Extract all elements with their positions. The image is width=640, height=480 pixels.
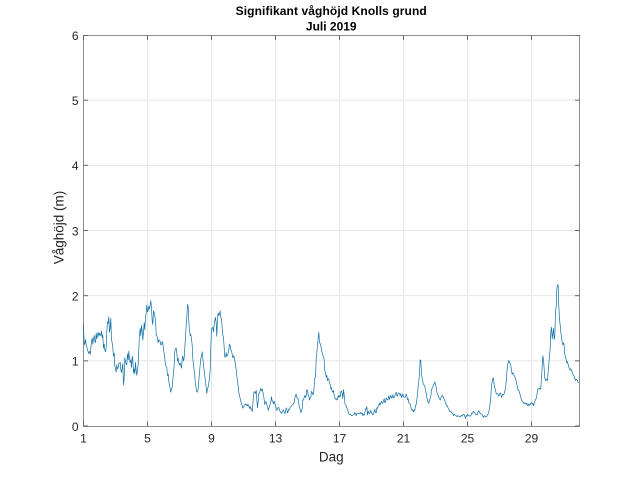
svg-text:5: 5 xyxy=(72,94,79,108)
svg-text:13: 13 xyxy=(269,432,283,446)
svg-text:Våghöjd (m): Våghöjd (m) xyxy=(52,191,67,265)
svg-text:29: 29 xyxy=(525,432,539,446)
svg-text:17: 17 xyxy=(333,432,347,446)
svg-text:3: 3 xyxy=(72,224,79,238)
svg-text:21: 21 xyxy=(397,432,411,446)
svg-text:Dag: Dag xyxy=(319,450,344,465)
svg-text:Signifikant våghöjd Knolls gru: Signifikant våghöjd Knolls grund xyxy=(236,4,427,18)
svg-text:2: 2 xyxy=(72,289,79,303)
svg-text:0: 0 xyxy=(72,420,79,434)
svg-text:9: 9 xyxy=(208,432,215,446)
svg-text:1: 1 xyxy=(80,432,87,446)
svg-text:1: 1 xyxy=(72,355,79,369)
svg-text:6: 6 xyxy=(72,29,79,43)
svg-text:5: 5 xyxy=(144,432,151,446)
svg-text:4: 4 xyxy=(72,159,79,173)
svg-text:Juli 2019: Juli 2019 xyxy=(306,20,357,34)
svg-text:25: 25 xyxy=(461,432,475,446)
